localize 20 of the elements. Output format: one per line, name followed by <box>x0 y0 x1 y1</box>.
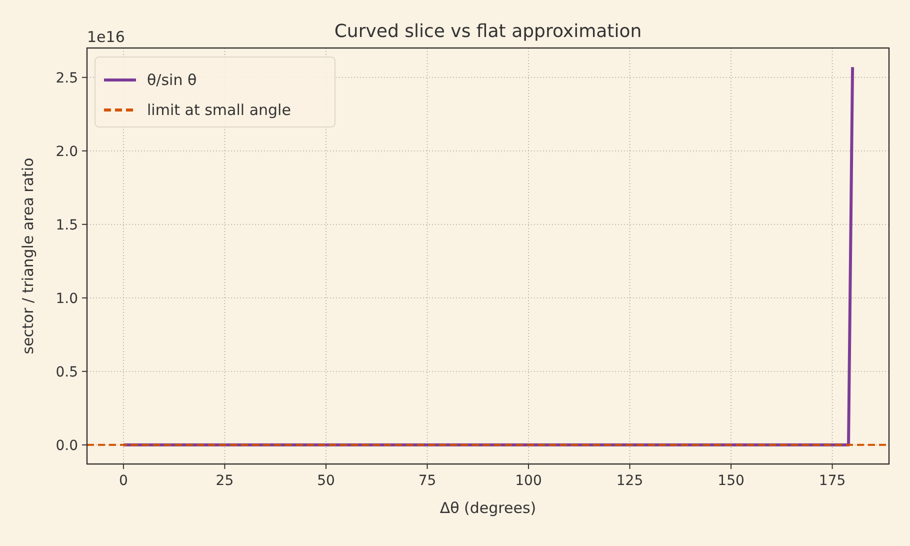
x-tick-label: 75 <box>418 473 436 489</box>
chart-title: Curved slice vs flat approximation <box>334 21 642 42</box>
x-axis-title: Δθ (degrees) <box>440 499 536 517</box>
legend-label: θ/sin θ <box>147 71 197 89</box>
x-tick-label: 25 <box>216 473 234 489</box>
y-tick-label: 0.5 <box>56 364 78 380</box>
y-tick-label: 1.5 <box>56 217 78 234</box>
x-tick-label: 125 <box>616 473 644 489</box>
y-tick-label: 2.5 <box>56 70 78 86</box>
legend-label: limit at small angle <box>147 101 291 119</box>
y-tick-label: 0.0 <box>56 438 78 454</box>
y-tick-label: 2.0 <box>56 144 78 160</box>
y-tick-label: 1.0 <box>56 290 78 307</box>
x-tick-label: 50 <box>317 473 335 489</box>
x-tick-label: 100 <box>515 473 542 489</box>
y-axis-title: sector / triangle area ratio <box>19 158 37 354</box>
text: 1e16 <box>87 28 125 46</box>
x-tick-label: 0 <box>118 473 128 489</box>
x-tick-label: 150 <box>718 473 744 489</box>
x-tick-label: 175 <box>818 473 846 489</box>
